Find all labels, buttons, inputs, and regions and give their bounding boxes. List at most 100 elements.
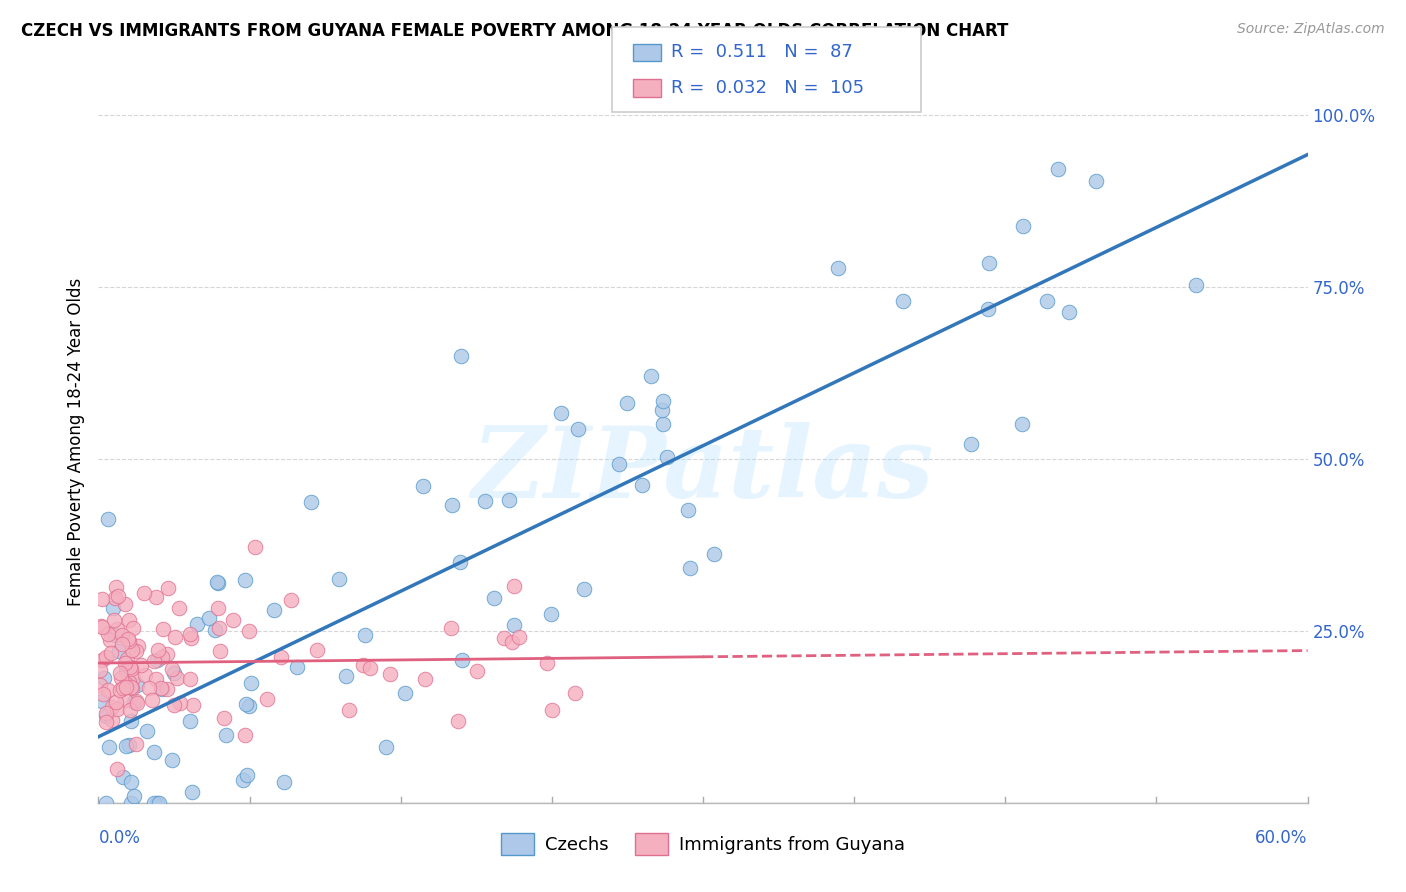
Point	[1011, 417, 1033, 431]
Point	[540, 607, 562, 622]
Point	[492, 631, 515, 645]
Point	[207, 576, 229, 591]
Point	[208, 620, 231, 634]
Y-axis label: Female Poverty Among 18-24 Year Olds: Female Poverty Among 18-24 Year Olds	[66, 277, 84, 606]
Text: 0.0%: 0.0%	[98, 829, 141, 847]
Point	[233, 573, 256, 587]
Point	[105, 581, 128, 595]
Point	[630, 478, 652, 492]
Point	[240, 676, 263, 690]
Point	[163, 666, 186, 681]
Point	[120, 680, 142, 694]
Point	[207, 600, 229, 615]
Point	[125, 737, 148, 751]
Text: Source: ZipAtlas.com: Source: ZipAtlas.com	[1237, 22, 1385, 37]
Point	[108, 644, 131, 658]
Point	[90, 620, 112, 634]
Point	[91, 592, 114, 607]
Point	[977, 301, 1000, 316]
Point	[152, 623, 174, 637]
Point	[270, 649, 292, 664]
Point	[657, 450, 679, 464]
Point	[232, 773, 254, 788]
Point	[145, 590, 167, 604]
Point	[103, 613, 125, 627]
Point	[146, 796, 169, 810]
Point	[162, 698, 184, 713]
Point	[285, 660, 308, 674]
Point	[149, 681, 172, 696]
Point	[156, 681, 179, 696]
Text: ZIPatlas: ZIPatlas	[472, 422, 934, 518]
Point	[183, 698, 205, 712]
Point	[181, 785, 204, 799]
Point	[125, 694, 148, 708]
Point	[256, 692, 278, 706]
Point	[120, 659, 142, 673]
Point	[104, 628, 127, 642]
Point	[179, 627, 201, 641]
Point	[143, 745, 166, 759]
Point	[114, 657, 136, 671]
Point	[134, 668, 156, 682]
Point	[152, 649, 174, 664]
Point	[160, 753, 183, 767]
Point	[166, 671, 188, 685]
Point	[307, 643, 329, 657]
Point	[103, 601, 125, 615]
Point	[120, 663, 142, 677]
Point	[440, 621, 463, 635]
Point	[353, 628, 375, 642]
Point	[98, 740, 121, 755]
Point	[122, 621, 145, 635]
Point	[299, 495, 322, 509]
Point	[143, 654, 166, 668]
Point	[97, 626, 120, 640]
Point	[238, 624, 260, 638]
Point	[118, 675, 141, 690]
Point	[111, 681, 134, 695]
Point	[148, 796, 170, 810]
Point	[208, 643, 231, 657]
Point	[197, 611, 219, 625]
Point	[212, 711, 235, 725]
Point	[118, 703, 141, 717]
Legend: Czechs, Immigrants from Guyana: Czechs, Immigrants from Guyana	[494, 826, 912, 863]
Point	[100, 646, 122, 660]
Point	[122, 671, 145, 685]
Point	[273, 775, 295, 789]
Point	[98, 633, 121, 648]
Point	[114, 693, 136, 707]
Point	[450, 349, 472, 363]
Point	[94, 796, 117, 810]
Point	[105, 762, 128, 776]
Point	[959, 437, 981, 451]
Point	[124, 789, 146, 803]
Point	[138, 681, 160, 696]
Point	[337, 703, 360, 717]
Point	[89, 678, 111, 692]
Text: R =  0.511   N =  87: R = 0.511 N = 87	[671, 44, 852, 62]
Point	[127, 639, 149, 653]
Point	[243, 541, 266, 555]
Point	[482, 591, 505, 606]
Point	[205, 575, 228, 590]
Text: R =  0.032   N =  105: R = 0.032 N = 105	[671, 79, 863, 97]
Point	[651, 403, 673, 417]
Point	[120, 796, 142, 810]
Point	[101, 700, 124, 714]
Point	[114, 739, 136, 753]
Point	[146, 653, 169, 667]
Point	[111, 771, 134, 785]
Point	[703, 547, 725, 561]
Point	[111, 637, 134, 651]
Point	[111, 628, 134, 642]
Point	[132, 586, 155, 600]
Point	[145, 672, 167, 686]
Point	[567, 422, 589, 436]
Point	[104, 591, 127, 606]
Point	[651, 394, 673, 409]
Point	[120, 775, 142, 789]
Point	[118, 634, 141, 648]
Point	[117, 632, 139, 646]
